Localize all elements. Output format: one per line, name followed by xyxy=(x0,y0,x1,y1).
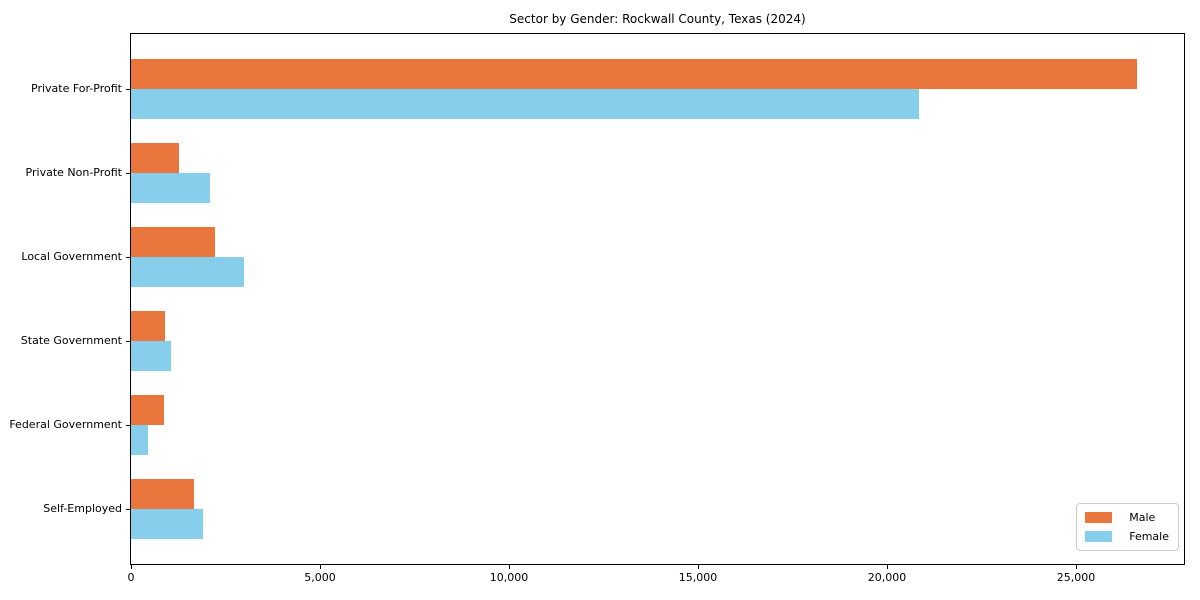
x-tick-mark xyxy=(320,564,321,569)
legend-label: Male xyxy=(1129,511,1156,524)
x-tick-mark xyxy=(887,564,888,569)
legend-entry-female: Female xyxy=(1085,530,1169,543)
legend-swatch-female xyxy=(1085,531,1113,542)
x-tick-mark xyxy=(131,564,132,569)
x-tick-label: 15,000 xyxy=(678,571,718,584)
bar-female-5 xyxy=(131,509,203,539)
x-tick-label: 0 xyxy=(127,571,135,584)
chart-title: Sector by Gender: Rockwall County, Texas… xyxy=(509,12,806,26)
x-tick-label: 25,000 xyxy=(1056,571,1096,584)
bar-female-1 xyxy=(131,173,210,203)
bar-male-4 xyxy=(131,395,164,425)
bar-male-2 xyxy=(131,227,215,257)
x-tick-label: 20,000 xyxy=(867,571,907,584)
x-tick-mark xyxy=(509,564,510,569)
y-tick-mark xyxy=(126,89,131,90)
category-label: Local Government xyxy=(21,250,122,263)
bar-female-2 xyxy=(131,257,245,287)
legend-swatch-male xyxy=(1085,512,1113,523)
y-tick-mark xyxy=(126,509,131,510)
y-tick-mark xyxy=(126,257,131,258)
legend-entry-male: Male xyxy=(1085,511,1169,524)
plot-area: Private For-Profit Private Non-Profit Loca… xyxy=(9,33,1185,584)
bar-male-5 xyxy=(131,479,195,509)
y-tick-mark xyxy=(126,425,131,426)
bar-female-3 xyxy=(131,341,172,371)
legend: Male Female xyxy=(1076,503,1179,551)
y-tick-mark xyxy=(126,341,131,342)
x-tick-label: 5,000 xyxy=(304,571,336,584)
bar-male-3 xyxy=(131,311,165,341)
category-label: Self-Employed xyxy=(43,502,122,515)
category-label: Private Non-Profit xyxy=(25,166,122,179)
category-label: Federal Government xyxy=(9,418,122,431)
category-label: Private For-Profit xyxy=(31,82,122,95)
x-tick-mark xyxy=(698,564,699,569)
bar-male-0 xyxy=(131,59,1137,89)
bar-female-0 xyxy=(131,89,920,119)
y-tick-mark xyxy=(126,173,131,174)
bar-male-1 xyxy=(131,143,179,173)
x-tick-mark xyxy=(1076,564,1077,569)
bar-female-4 xyxy=(131,425,148,455)
legend-label: Female xyxy=(1129,530,1169,543)
category-label: State Government xyxy=(20,334,122,347)
x-tick-label: 10,000 xyxy=(489,571,529,584)
